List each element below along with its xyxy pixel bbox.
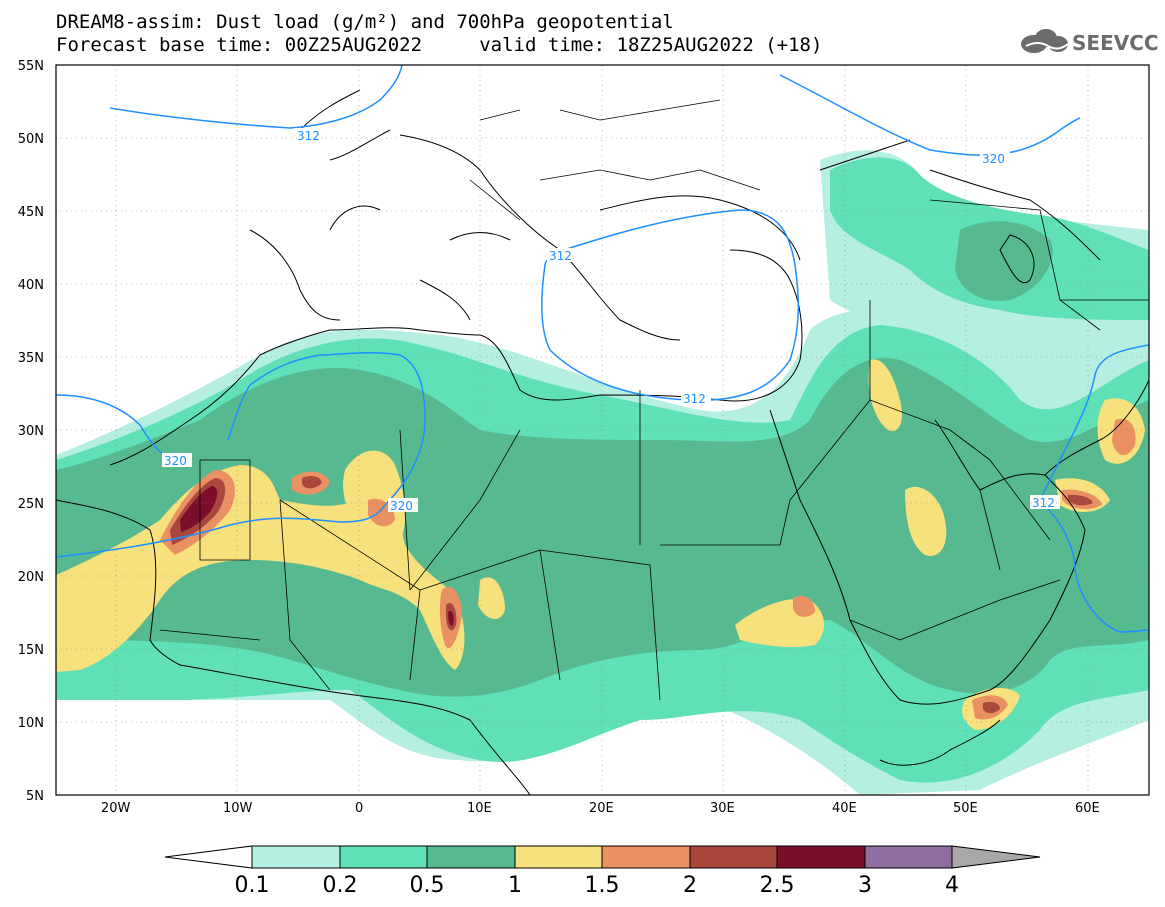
lon-tick-50e: 50E — [953, 801, 978, 816]
logo-text: SEEVCCC — [1072, 31, 1158, 55]
contour-label-312-a: 312 — [297, 129, 320, 143]
lat-tick-15n: 15N — [18, 643, 44, 658]
contour-label-312-c: 312 — [683, 392, 706, 406]
lon-tick-40e: 40E — [832, 801, 857, 816]
lat-tick-35n: 35N — [18, 351, 44, 366]
colorbar-swatch-3 — [426, 845, 516, 869]
lon-tick-60e: 60E — [1075, 801, 1100, 816]
colorbar-label-3: 3 — [858, 873, 872, 898]
lat-tick-40n: 40N — [18, 278, 44, 293]
lon-tick-10w: 10W — [223, 801, 253, 816]
contour-label-312-b: 312 — [549, 249, 572, 263]
contour-label-320-a: 320 — [982, 152, 1005, 166]
coastline-layer — [56, 89, 1149, 795]
colorbar-label-2.5: 2.5 — [760, 873, 795, 898]
lat-tick-50n: 50N — [18, 132, 44, 147]
colorbar-swatch-8 — [864, 845, 953, 869]
contour-label-320-b: 320 — [164, 454, 187, 468]
colorbar-swatch-7 — [776, 845, 866, 869]
colorbar-label-0.1: 0.1 — [235, 873, 270, 898]
colorbar-swatch-4 — [514, 845, 603, 869]
geopotential-contours — [56, 65, 1149, 633]
lat-tick-55n: 55N — [18, 59, 44, 74]
chart-title-line-1: DREAM8-assim: Dust load (g/m²) and 700hP… — [56, 11, 674, 33]
contour-label-312-d: 312 — [1032, 496, 1055, 510]
colorbar — [164, 845, 1041, 869]
colorbar-swatch-6 — [689, 845, 778, 869]
lat-tick-25n: 25N — [18, 497, 44, 512]
colorbar-swatch-2 — [339, 845, 428, 869]
colorbar-low-end — [164, 845, 253, 869]
lon-tick-10e: 10E — [467, 801, 492, 816]
contour-labels: 312 312 312 312 320 320 320 — [162, 128, 1060, 513]
lat-tick-20n: 20N — [18, 570, 44, 585]
lat-tick-10n: 10N — [18, 716, 44, 731]
lat-tick-labels: 55N 50N 45N 40N 35N 30N 25N 20N 15N 10N … — [18, 59, 44, 804]
colorbar-label-0.5: 0.5 — [410, 873, 445, 898]
cloud-logo-icon — [1021, 29, 1069, 53]
colorbar-label-0.2: 0.2 — [323, 873, 358, 898]
lon-tick-20w: 20W — [101, 801, 131, 816]
map-frame — [55, 64, 1150, 796]
colorbar-swatch-5 — [601, 845, 691, 869]
dust-shading-layer — [56, 150, 1149, 795]
colorbar-label-2: 2 — [683, 873, 697, 898]
lat-tick-45n: 45N — [18, 205, 44, 220]
colorbar-swatch-1 — [251, 845, 341, 869]
seevccc-logo: SEEVCCC — [1021, 29, 1158, 55]
lat-tick-5n: 5N — [26, 789, 44, 804]
lat-tick-30n: 30N — [18, 424, 44, 439]
colorbar-label-1.5: 1.5 — [585, 873, 620, 898]
chart-title-line-2: Forecast base time: 00Z25AUG2022 valid t… — [56, 34, 823, 56]
contour-label-320-c: 320 — [390, 499, 413, 513]
colorbar-labels: 0.1 0.2 0.5 1 1.5 2 2.5 3 4 — [235, 873, 960, 898]
lon-tick-0: 0 — [355, 801, 363, 816]
graticule — [56, 65, 1149, 795]
colorbar-label-1: 1 — [508, 873, 522, 898]
colorbar-high-end — [951, 845, 1041, 869]
lon-tick-20e: 20E — [589, 801, 614, 816]
colorbar-label-4: 4 — [945, 873, 959, 898]
lon-tick-30e: 30E — [710, 801, 735, 816]
lon-tick-labels: 20W 10W 0 10E 20E 30E 40E 50E 60E — [101, 801, 1100, 816]
